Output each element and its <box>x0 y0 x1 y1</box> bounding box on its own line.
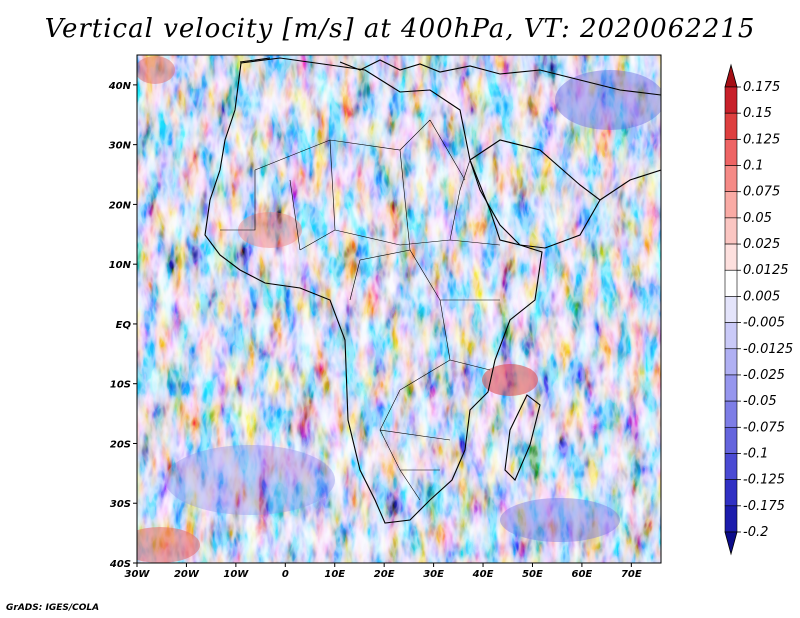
colorbar-label: 0.125 <box>743 132 780 147</box>
colorbar-segment <box>724 426 738 454</box>
colorbar-segment <box>724 217 738 245</box>
ascent-area-southwest <box>137 527 200 563</box>
arabian-peninsula-outline <box>469 139 601 249</box>
lat-tick-label: 40S <box>109 559 131 570</box>
lon-tick-label: 30W <box>125 569 151 580</box>
colorbar-label: -0.0125 <box>743 342 793 357</box>
asia-coastline <box>599 169 661 201</box>
lat-tick-label: 30S <box>110 499 131 510</box>
colorbar-label: -0.125 <box>743 473 785 488</box>
colorbar-label: 0.025 <box>743 237 780 252</box>
lat-tick-label: 20S <box>110 439 131 450</box>
lon-tick-label: 10E <box>324 569 345 580</box>
descent-area-middle-east <box>555 70 661 130</box>
descent-area-south-atlantic <box>165 445 335 515</box>
colorbar-segment <box>724 139 738 166</box>
colorbar-segment <box>724 479 738 507</box>
africa-coastline <box>204 57 543 524</box>
colorbar-label: -0.025 <box>743 368 785 383</box>
lat-tick-label: 10N <box>109 260 132 271</box>
country-borders <box>220 119 501 501</box>
madagascar-outline <box>504 394 541 481</box>
colorbar-label: 0.15 <box>743 106 772 121</box>
colorbar-label: 0.0125 <box>743 263 789 278</box>
longitude-axis: 30W 20W 10W 0 10E 20E 30E 40E 50E 60E 70E <box>125 563 642 580</box>
colorbar-bottom-triangle <box>724 531 738 556</box>
colorbar-segment <box>724 296 738 323</box>
colorbar-label: -0.075 <box>743 420 785 435</box>
map-title: Vertical velocity [m/s] at 400hPa, VT: 2… <box>44 14 756 44</box>
lon-tick-label: 10W <box>223 569 249 580</box>
colorbar-segment <box>724 243 738 271</box>
colorbar-top-triangle <box>724 63 738 88</box>
ascent-area-east-africa <box>482 364 538 396</box>
lon-tick-label: 40E <box>472 569 494 580</box>
colorbar-segment <box>724 165 738 193</box>
lat-tick-label: 30N <box>109 141 132 152</box>
colorbar-segment <box>724 374 738 402</box>
lon-tick-label: 70E <box>621 569 642 580</box>
lon-tick-label: 50E <box>522 569 543 580</box>
colorbar-segment <box>724 112 738 140</box>
colorbar-label: 0.1 <box>743 159 764 174</box>
lon-tick-label: 30E <box>423 569 444 580</box>
colorbar-label: 0.175 <box>743 80 780 95</box>
descent-area-south-indian-ocean <box>500 498 620 542</box>
colorbar-label: 0.075 <box>743 185 780 200</box>
colorbar-label: 0.005 <box>743 289 780 304</box>
map-frame <box>136 54 662 564</box>
ascent-area-northwest <box>137 56 175 84</box>
lat-tick-label: EQ <box>116 320 132 331</box>
colorbar-label: -0.175 <box>743 499 785 514</box>
lon-tick-label: 20W <box>174 569 200 580</box>
colorbar-label: -0.005 <box>743 316 785 331</box>
colorbar: 0.175 0.15 0.125 0.1 0.075 0.05 0.025 0.0125 0.0… <box>724 63 793 556</box>
lat-tick-label: 20N <box>109 200 132 211</box>
ascent-area-west-africa <box>238 212 302 248</box>
lat-tick-label: 40N <box>108 81 132 92</box>
lat-tick-label: 10S <box>110 380 131 391</box>
lon-tick-label: 0 <box>282 569 289 580</box>
colorbar-segment <box>724 86 738 114</box>
lon-tick-label: 60E <box>572 569 593 580</box>
colorbar-segment <box>724 191 738 219</box>
colorbar-label: -0.2 <box>743 525 768 540</box>
colorbar-segment <box>724 269 738 297</box>
colorbar-segment <box>724 322 738 350</box>
grads-credit: GrADS: IGES/COLA <box>6 603 100 613</box>
lon-tick-label: 20E <box>374 569 395 580</box>
vertical-velocity-field <box>137 55 661 563</box>
colorbar-segment <box>724 505 738 533</box>
colorbar-segment <box>724 348 738 376</box>
colorbar-label: -0.05 <box>743 394 777 409</box>
colorbar-segment <box>724 400 738 428</box>
latitude-axis: 40N 30N 20N 10N EQ 10S 20S 30S 40S <box>108 81 137 570</box>
europe-coastline <box>239 57 661 96</box>
colorbar-label: -0.1 <box>743 446 768 461</box>
coastlines <box>204 57 661 524</box>
colorbar-label: 0.05 <box>743 211 772 226</box>
colorbar-segment <box>724 453 738 480</box>
